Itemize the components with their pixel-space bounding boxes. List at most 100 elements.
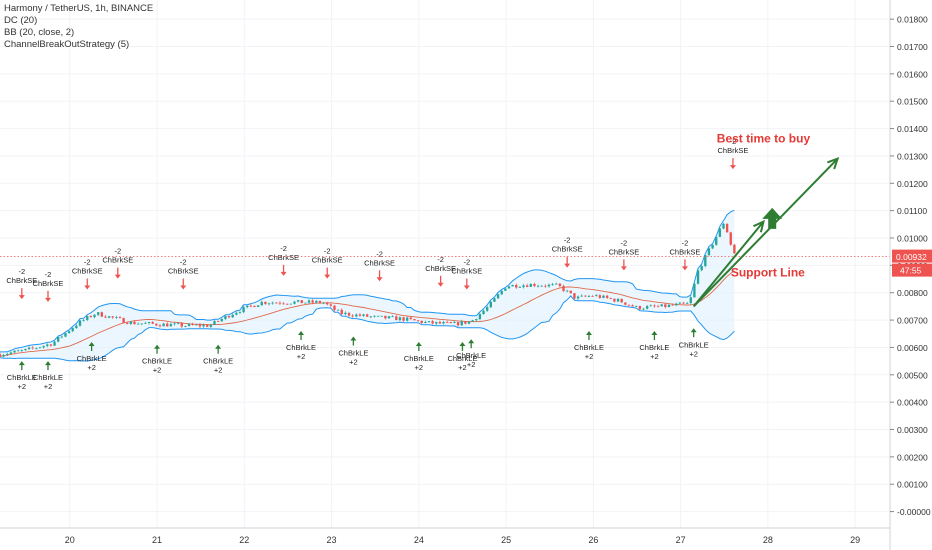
- candle-body: [307, 300, 311, 303]
- candle-body: [71, 328, 74, 332]
- candle-body: [362, 314, 365, 316]
- candle-body: [144, 322, 147, 324]
- candle-body: [304, 302, 307, 304]
- candle-body: [318, 300, 322, 303]
- candle-body: [555, 283, 558, 285]
- candle-body: [424, 321, 427, 323]
- signal-qty: +2: [44, 382, 53, 391]
- candle-body: [206, 324, 209, 327]
- signal-label: ChBrkSE: [33, 279, 64, 288]
- price-tick-label: 0.00300: [897, 425, 928, 435]
- signal-label: ChBrkSE: [312, 256, 343, 265]
- signal-arrow-head: [324, 274, 331, 279]
- candle-body: [46, 344, 49, 346]
- candle-body: [202, 324, 205, 327]
- candle-body: [282, 303, 285, 305]
- candle-body: [605, 295, 609, 298]
- price-tick-label: 0.01200: [897, 179, 928, 189]
- signal-qty: -2: [621, 238, 628, 247]
- candle-body: [16, 350, 20, 352]
- signal-label: ChBrkSE: [102, 256, 133, 265]
- time-axis[interactable]: 20 21 22 23 24 25 26 27 28 29: [0, 527, 890, 545]
- candle-body: [122, 318, 125, 323]
- current-price-badge: [892, 249, 932, 263]
- candle-body: [649, 305, 652, 307]
- long-signal: ChBrkLE+2: [33, 361, 63, 391]
- candle-body: [689, 297, 692, 304]
- signal-arrow-head: [44, 297, 51, 302]
- time-tick-label: 28: [763, 535, 773, 545]
- candle-body: [729, 232, 732, 245]
- candle-body: [656, 306, 660, 308]
- candle-body: [176, 323, 180, 325]
- candle-body: [398, 317, 402, 321]
- candle-body: [569, 290, 572, 294]
- candle-body: [504, 288, 507, 291]
- candle-body: [456, 322, 460, 326]
- candle-body: [82, 319, 85, 321]
- donchian-channel: [0, 209, 735, 362]
- candle-body: [384, 315, 387, 319]
- signal-qty: -2: [437, 255, 444, 264]
- support-line-head: [826, 157, 840, 170]
- candle-body: [238, 312, 242, 313]
- candle-body: [507, 286, 511, 289]
- legend: Harmony / TetherUS, 1h, BINANCE DC (20) …: [4, 3, 153, 51]
- candle-body: [235, 312, 238, 315]
- candle-body: [642, 308, 645, 310]
- candle-body: [584, 295, 587, 297]
- support-line-lower-head: [753, 219, 765, 233]
- time-tick-label: 25: [501, 535, 511, 545]
- candle-body: [565, 290, 569, 292]
- candle-body: [580, 295, 583, 297]
- candle-body: [435, 321, 438, 324]
- signal-label: ChBrkLE: [404, 354, 434, 363]
- signal-label: ChBrkLE: [77, 354, 107, 363]
- candle-body: [104, 316, 107, 318]
- signal-qty: -2: [463, 258, 470, 267]
- signal-qty: -2: [324, 247, 331, 256]
- long-signal: ChBrkLE+2: [404, 341, 434, 372]
- signal-label: ChBrkSE: [608, 247, 639, 256]
- drawings: Best time to buy Support Line: [0, 131, 890, 308]
- candle-body: [89, 316, 93, 318]
- price-axis[interactable]: 0.01800 0.01700 0.01600 0.01500 0.01400 0.013…: [889, 0, 932, 550]
- price-tick-label: 0.00800: [897, 288, 928, 298]
- candle-body: [391, 316, 394, 318]
- signal-qty: -2: [45, 270, 52, 279]
- legend-symbol[interactable]: Harmony / TetherUS, 1h, BINANCE: [4, 3, 154, 14]
- candle-body: [267, 303, 271, 305]
- candle-body: [242, 307, 245, 313]
- signal-arrow-head: [18, 295, 25, 300]
- legend-bb[interactable]: BB (20, close, 2): [4, 27, 75, 38]
- candle-body: [151, 322, 154, 324]
- legend-strategy[interactable]: ChannelBreakOutStrategy (5): [4, 39, 130, 50]
- candle-body: [627, 304, 631, 306]
- candle-body: [184, 325, 187, 327]
- candle-body: [598, 295, 602, 298]
- signal-qty: -2: [280, 244, 287, 253]
- candle-body: [667, 304, 671, 308]
- candle-body: [591, 295, 594, 297]
- candle-body: [635, 305, 638, 307]
- candle-body: [129, 321, 133, 325]
- candle-body: [485, 307, 489, 311]
- candle-body: [355, 314, 358, 317]
- signal-qty: +2: [415, 363, 424, 372]
- candle-body: [333, 305, 336, 310]
- candle-body: [195, 324, 198, 326]
- candle-body: [413, 318, 416, 321]
- legend-dc[interactable]: DC (20): [4, 15, 38, 26]
- signal-qty: -2: [18, 267, 25, 276]
- signal-qty: +2: [650, 352, 659, 361]
- price-tick-label: 0.01500: [897, 97, 928, 107]
- signal-label: ChBrkLE: [7, 373, 37, 382]
- time-tick-label: 26: [588, 535, 598, 545]
- candle-body: [711, 244, 714, 249]
- countdown-badge: [892, 263, 932, 277]
- signal-label: ChBrkSE: [670, 247, 701, 256]
